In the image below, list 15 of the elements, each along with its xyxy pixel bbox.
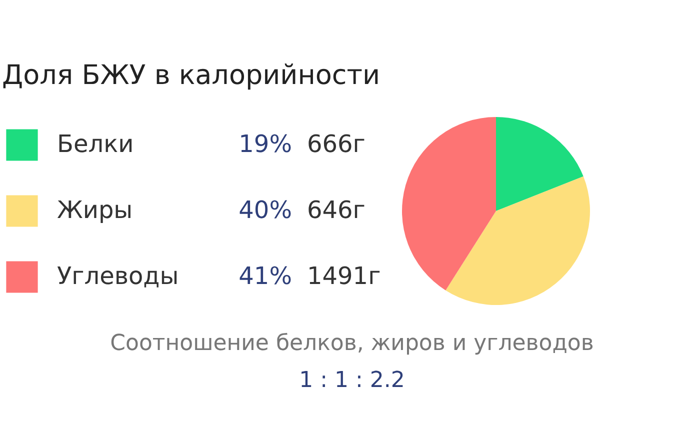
legend-label: Углеводы xyxy=(57,262,179,290)
pie-slice xyxy=(402,117,496,290)
chart-title: Доля БЖУ в калорийности xyxy=(2,60,380,91)
data-label: 19% xyxy=(238,130,292,158)
text: 1491г xyxy=(307,262,381,290)
legend-label: Жиры xyxy=(57,196,133,224)
text: Соотношение белков, жиров и углеводов xyxy=(110,331,594,356)
text: 666г xyxy=(307,130,366,158)
data-label: 40% xyxy=(238,196,292,224)
data-label: 41% xyxy=(238,262,292,290)
pie-slice xyxy=(446,176,590,305)
pie-slice xyxy=(496,117,584,211)
text: 646г xyxy=(307,196,366,224)
text: 1 : 1 : 2.2 xyxy=(299,368,405,393)
legend-label: Белки xyxy=(57,130,134,158)
